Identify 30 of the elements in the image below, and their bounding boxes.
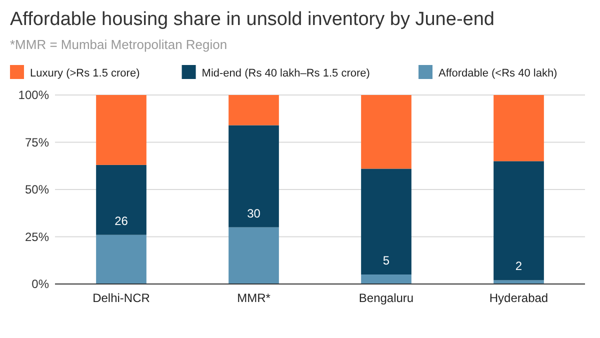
y-tick-label: 75% [24, 135, 50, 150]
y-tick-label: 50% [24, 182, 50, 196]
bar [494, 95, 544, 162]
bar [228, 227, 279, 284]
legend-label: Mid-end (Rs 40 lakh–Rs 1.5 crore) [202, 68, 370, 80]
bar [228, 95, 279, 126]
data-label: 26 [114, 214, 128, 228]
y-tick-label: 25% [24, 230, 50, 244]
x-tick-label: Bengaluru [358, 291, 414, 305]
data-label: 2 [515, 259, 522, 274]
x-tick-label: Hyderabad [489, 291, 548, 305]
bar [494, 280, 544, 284]
x-tick-label: MMR* [237, 291, 271, 305]
legend-label: Affordable (<Rs 40 lakh) [438, 68, 558, 80]
bar [96, 95, 146, 165]
data-label: 30 [247, 206, 261, 220]
bar [361, 274, 412, 284]
legend-label: Luxury (>Rs 1.5 crore) [30, 68, 140, 80]
bar [96, 234, 146, 284]
y-tick-label: 0% [32, 277, 50, 291]
chart-title: Affordable housing share in unsold inventory by June-end [10, 9, 494, 30]
chart-subtitle: *MMR = Mumbai Metropolitan Region [10, 37, 228, 52]
x-tick-label: Delhi-NCR [92, 291, 150, 305]
bar [494, 161, 544, 280]
y-tick-label: 100% [18, 88, 50, 102]
bar [96, 164, 146, 235]
bar [361, 168, 412, 275]
bar [361, 95, 412, 169]
data-label: 5 [382, 254, 390, 268]
bar [228, 125, 279, 228]
